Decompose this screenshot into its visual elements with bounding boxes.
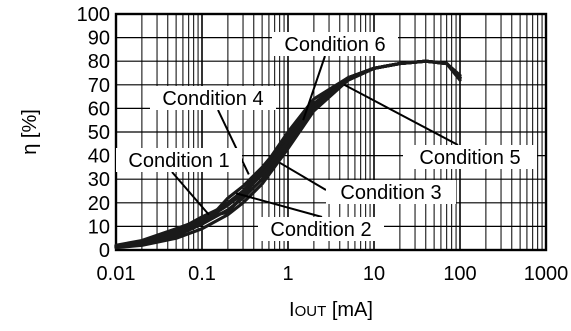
y-tick-label: 40: [88, 146, 110, 168]
y-tick-label: 80: [88, 51, 110, 73]
x-tick-label: 0.01: [97, 263, 136, 285]
y-tick-label: 60: [88, 98, 110, 120]
callout-label: Condition 5: [419, 147, 520, 169]
y-tick-label: 0: [99, 240, 110, 262]
y-tick-label: 10: [88, 216, 110, 238]
y-tick-label: 100: [77, 4, 110, 26]
x-tick-label: 1000: [524, 263, 569, 285]
y-tick-label: 50: [88, 122, 110, 144]
callout-label: Condition 4: [162, 88, 263, 110]
y-tick-label: 70: [88, 75, 110, 97]
x-tick-label: 0.1: [188, 263, 216, 285]
callout-label: Condition 2: [270, 219, 371, 241]
x-tick-label: 1: [282, 263, 293, 285]
y-axis-title: η [%]: [19, 109, 41, 155]
callout-label: Condition 3: [340, 182, 441, 204]
x-axis-title: IOUT [mA]: [289, 299, 373, 321]
callout-label: Condition 6: [284, 34, 385, 56]
y-tick-label: 90: [88, 28, 110, 50]
y-tick-label: 20: [88, 193, 110, 215]
callout-label: Condition 1: [128, 150, 229, 172]
x-tick-label: 10: [363, 263, 385, 285]
x-tick-label: 100: [443, 263, 476, 285]
y-tick-label: 30: [88, 169, 110, 191]
